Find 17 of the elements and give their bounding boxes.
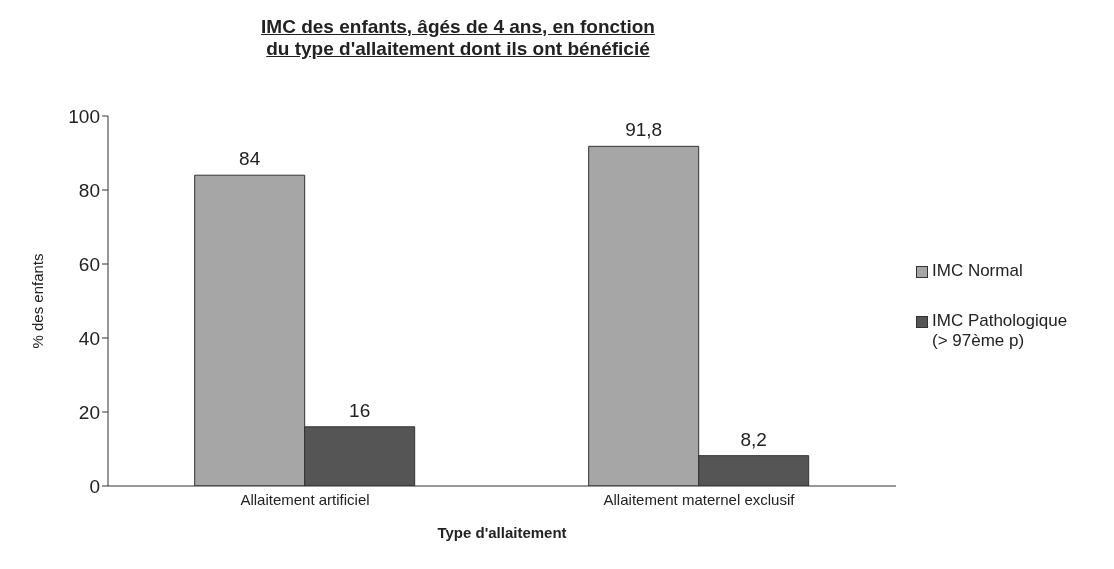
y-tick-label: 0	[89, 475, 100, 497]
y-tick-label: 20	[78, 401, 100, 423]
data-label: 8,2	[740, 428, 767, 450]
x-tick-label: Allaitement maternel exclusif	[603, 490, 796, 508]
y-tick-label: 80	[78, 179, 100, 201]
data-label: 16	[349, 399, 371, 421]
chart-title: IMC des enfants, âgés de 4 ans, en fonction du type d'allaitement dont ils ont bénéficié	[260, 16, 656, 60]
y-tick-label: 40	[78, 327, 100, 349]
data-label: 91,8	[625, 119, 663, 141]
data-label: 84	[239, 148, 261, 170]
legend-label: IMC Pathologique (> 97ème p)	[932, 311, 1069, 351]
legend-label: IMC Normal	[932, 261, 1023, 281]
y-tick-label: 60	[78, 253, 100, 275]
x-tick-label: Allaitement artificiel	[240, 490, 370, 508]
x-axis-title: Type d'allaitement	[437, 524, 567, 541]
y-tick-label: 100	[68, 105, 100, 127]
y-axis-title: % des enfants	[29, 253, 47, 349]
